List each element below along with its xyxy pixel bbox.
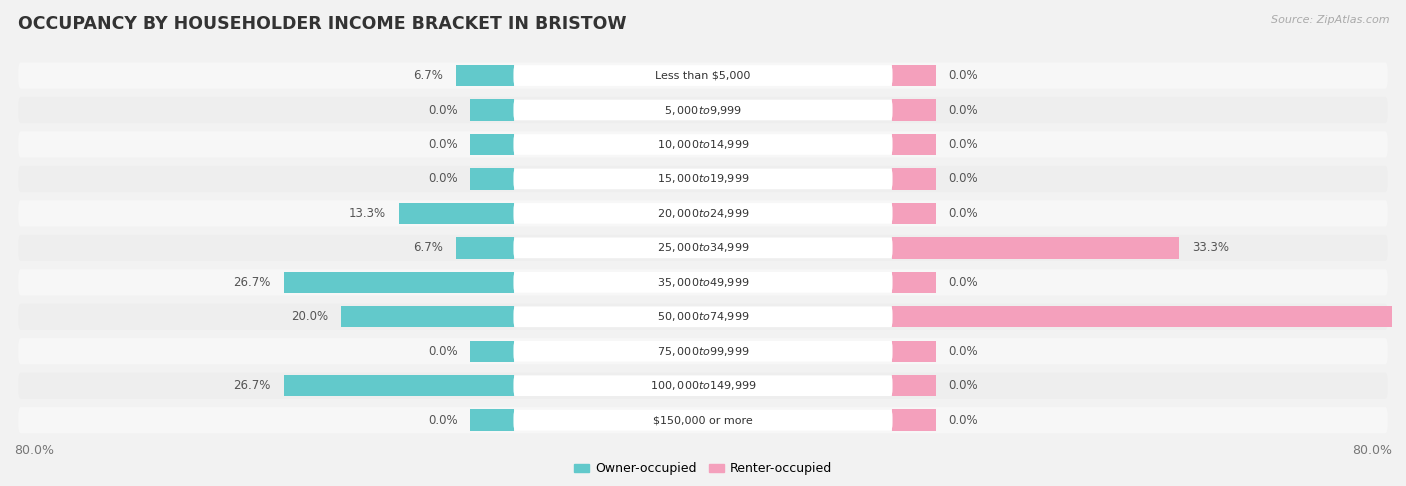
Text: 13.3%: 13.3%: [349, 207, 387, 220]
Bar: [893, 410, 935, 431]
FancyBboxPatch shape: [513, 134, 893, 155]
Text: 80.0%: 80.0%: [14, 444, 53, 457]
Bar: [893, 306, 1406, 328]
Text: $150,000 or more: $150,000 or more: [654, 415, 752, 425]
Bar: [284, 272, 513, 293]
FancyBboxPatch shape: [18, 407, 1388, 433]
Bar: [893, 341, 935, 362]
FancyBboxPatch shape: [513, 169, 893, 189]
Text: $5,000 to $9,999: $5,000 to $9,999: [664, 104, 742, 117]
Text: 0.0%: 0.0%: [427, 345, 457, 358]
Bar: [893, 375, 935, 397]
Text: 0.0%: 0.0%: [949, 69, 979, 82]
Text: 0.0%: 0.0%: [949, 138, 979, 151]
Bar: [893, 203, 935, 224]
FancyBboxPatch shape: [18, 304, 1388, 330]
Bar: [893, 134, 935, 155]
Text: Source: ZipAtlas.com: Source: ZipAtlas.com: [1271, 15, 1389, 25]
Text: 0.0%: 0.0%: [427, 138, 457, 151]
Text: $100,000 to $149,999: $100,000 to $149,999: [650, 379, 756, 392]
FancyBboxPatch shape: [513, 410, 893, 431]
Text: $25,000 to $34,999: $25,000 to $34,999: [657, 242, 749, 254]
Bar: [471, 99, 513, 121]
Bar: [284, 375, 513, 397]
Text: 0.0%: 0.0%: [949, 276, 979, 289]
Text: $15,000 to $19,999: $15,000 to $19,999: [657, 173, 749, 186]
Bar: [456, 237, 513, 259]
Text: 0.0%: 0.0%: [949, 379, 979, 392]
Text: 0.0%: 0.0%: [949, 345, 979, 358]
Text: 26.7%: 26.7%: [233, 379, 271, 392]
Bar: [471, 134, 513, 155]
Bar: [471, 168, 513, 190]
FancyBboxPatch shape: [513, 203, 893, 224]
FancyBboxPatch shape: [18, 269, 1388, 295]
Bar: [893, 65, 935, 86]
Bar: [399, 203, 513, 224]
Text: 0.0%: 0.0%: [427, 173, 457, 186]
Text: $50,000 to $74,999: $50,000 to $74,999: [657, 310, 749, 323]
FancyBboxPatch shape: [513, 100, 893, 121]
FancyBboxPatch shape: [513, 238, 893, 258]
Text: 6.7%: 6.7%: [413, 69, 443, 82]
Text: 33.3%: 33.3%: [1192, 242, 1229, 254]
Text: 6.7%: 6.7%: [413, 242, 443, 254]
Text: $35,000 to $49,999: $35,000 to $49,999: [657, 276, 749, 289]
FancyBboxPatch shape: [18, 131, 1388, 157]
Text: 80.0%: 80.0%: [1353, 444, 1392, 457]
Bar: [342, 306, 513, 328]
FancyBboxPatch shape: [513, 272, 893, 293]
Text: 0.0%: 0.0%: [949, 207, 979, 220]
Bar: [893, 272, 935, 293]
Text: $75,000 to $99,999: $75,000 to $99,999: [657, 345, 749, 358]
FancyBboxPatch shape: [18, 166, 1388, 192]
FancyBboxPatch shape: [18, 200, 1388, 226]
Bar: [471, 341, 513, 362]
Text: 0.0%: 0.0%: [427, 104, 457, 117]
Bar: [893, 237, 1180, 259]
Text: 0.0%: 0.0%: [949, 173, 979, 186]
Bar: [893, 168, 935, 190]
Bar: [471, 410, 513, 431]
FancyBboxPatch shape: [513, 341, 893, 362]
Bar: [893, 99, 935, 121]
Text: 0.0%: 0.0%: [427, 414, 457, 427]
FancyBboxPatch shape: [18, 97, 1388, 123]
FancyBboxPatch shape: [513, 307, 893, 327]
FancyBboxPatch shape: [18, 373, 1388, 399]
Bar: [456, 65, 513, 86]
Text: 20.0%: 20.0%: [291, 310, 329, 323]
FancyBboxPatch shape: [18, 63, 1388, 88]
FancyBboxPatch shape: [513, 65, 893, 86]
Text: $20,000 to $24,999: $20,000 to $24,999: [657, 207, 749, 220]
Text: 26.7%: 26.7%: [233, 276, 271, 289]
Text: 0.0%: 0.0%: [949, 104, 979, 117]
FancyBboxPatch shape: [513, 375, 893, 396]
Text: 0.0%: 0.0%: [949, 414, 979, 427]
Text: OCCUPANCY BY HOUSEHOLDER INCOME BRACKET IN BRISTOW: OCCUPANCY BY HOUSEHOLDER INCOME BRACKET …: [18, 15, 627, 33]
Legend: Owner-occupied, Renter-occupied: Owner-occupied, Renter-occupied: [568, 457, 838, 481]
FancyBboxPatch shape: [18, 338, 1388, 364]
Text: $10,000 to $14,999: $10,000 to $14,999: [657, 138, 749, 151]
FancyBboxPatch shape: [18, 235, 1388, 261]
Text: Less than $5,000: Less than $5,000: [655, 70, 751, 81]
